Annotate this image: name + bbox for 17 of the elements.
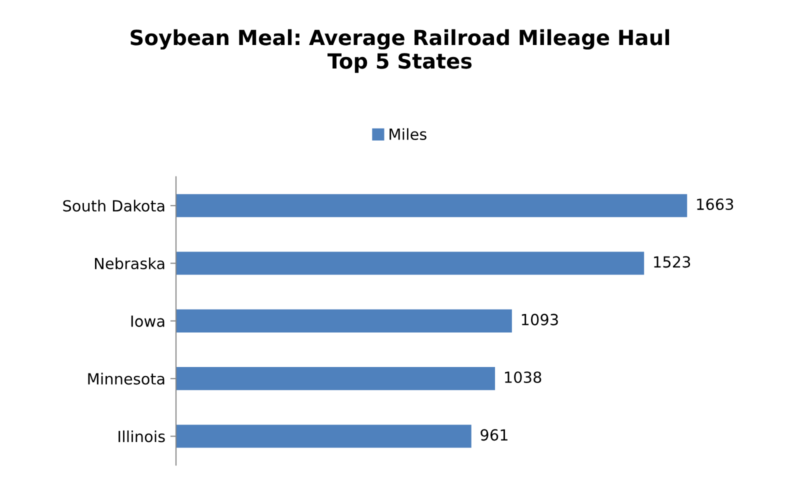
y-tick-label: Iowa	[131, 316, 164, 327]
data-label: 1093	[522, 314, 558, 326]
legend-label: Miles	[390, 128, 426, 140]
data-label: 961	[480, 429, 508, 441]
data-label: 1523	[654, 256, 690, 268]
bar	[176, 367, 496, 390]
bar	[176, 309, 512, 332]
y-tick-label: Minnesota	[88, 372, 164, 385]
data-label: 1663	[697, 198, 734, 210]
chart-title: Soybean Meal: Average Railroad Mileage Haul Top 5 States	[130, 29, 670, 73]
bar	[176, 252, 644, 275]
y-tick-label: Illinois	[118, 430, 165, 442]
y-tick-label: Nebraska	[95, 257, 164, 270]
bar	[176, 424, 472, 448]
data-label: 1038	[505, 371, 542, 384]
bar	[176, 194, 688, 218]
y-tick-label: South Dakota	[63, 200, 164, 212]
